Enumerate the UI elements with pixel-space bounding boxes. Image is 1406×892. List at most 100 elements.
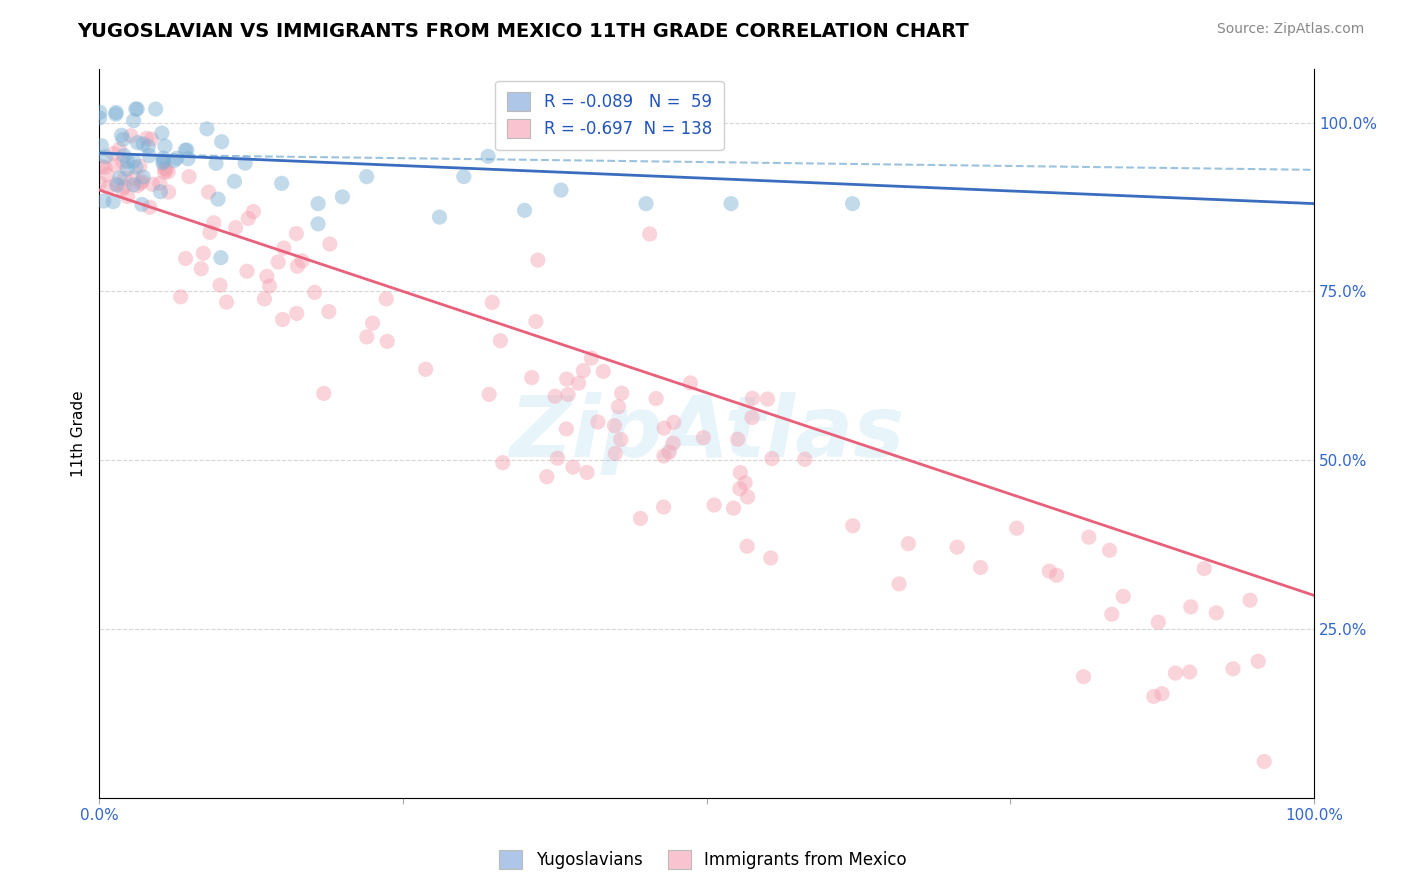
Point <box>108 170 131 185</box>
Y-axis label: 11th Grade: 11th Grade <box>72 390 86 476</box>
Point <box>115 161 138 176</box>
Point <box>152 151 174 165</box>
Point <box>735 539 758 553</box>
Point <box>703 498 725 512</box>
Point <box>111 182 134 196</box>
Text: Source: ZipAtlas.com: Source: ZipAtlas.com <box>1216 22 1364 37</box>
Point <box>208 278 231 293</box>
Point <box>1147 615 1170 629</box>
Point <box>131 174 153 188</box>
Point <box>652 449 675 463</box>
Point <box>415 362 437 376</box>
Point <box>1239 593 1261 607</box>
Point <box>429 210 451 224</box>
Point <box>91 160 114 174</box>
Point <box>97 180 120 194</box>
Point <box>489 334 512 348</box>
Point <box>356 330 378 344</box>
Point <box>149 185 172 199</box>
Point <box>163 153 186 168</box>
Point <box>225 220 247 235</box>
Point <box>105 177 128 191</box>
Point <box>111 155 134 169</box>
Point <box>536 469 558 483</box>
Point <box>127 136 149 150</box>
Point <box>157 165 180 179</box>
Point <box>658 445 681 459</box>
Point <box>211 135 233 149</box>
Point <box>149 177 172 191</box>
Point <box>1098 543 1121 558</box>
Legend: R = -0.089   N =  59, R = -0.697  N = 138: R = -0.089 N = 59, R = -0.697 N = 138 <box>495 80 724 150</box>
Point <box>104 107 127 121</box>
Point <box>93 194 115 208</box>
Point <box>645 392 668 406</box>
Point <box>224 174 246 188</box>
Point <box>727 432 749 446</box>
Point <box>96 168 118 182</box>
Point <box>195 121 218 136</box>
Point <box>267 255 290 269</box>
Point <box>174 143 197 157</box>
Point <box>1046 568 1069 582</box>
Point <box>638 227 661 241</box>
Point <box>793 452 815 467</box>
Point <box>153 165 176 179</box>
Point <box>112 148 135 162</box>
Point <box>1164 666 1187 681</box>
Point <box>1150 687 1173 701</box>
Point <box>271 312 294 326</box>
Point <box>141 132 163 146</box>
Point <box>155 162 177 177</box>
Point <box>307 196 329 211</box>
Point <box>285 306 308 320</box>
Point <box>662 436 685 450</box>
Point <box>256 269 278 284</box>
Point <box>131 197 153 211</box>
Point <box>557 387 579 401</box>
Point <box>520 370 543 384</box>
Point <box>122 178 145 192</box>
Point <box>319 237 342 252</box>
Point <box>287 259 309 273</box>
Point <box>105 178 128 193</box>
Point <box>233 156 256 170</box>
Point <box>285 227 308 241</box>
Point <box>1178 665 1201 679</box>
Point <box>138 148 160 162</box>
Point <box>89 105 111 120</box>
Point <box>572 364 595 378</box>
Point <box>1247 654 1270 668</box>
Point <box>759 551 782 566</box>
Point <box>610 386 633 401</box>
Point <box>205 156 228 170</box>
Point <box>728 482 751 496</box>
Point <box>197 185 219 199</box>
Point <box>756 392 779 406</box>
Point <box>887 577 910 591</box>
Point <box>737 490 759 504</box>
Point <box>1253 755 1275 769</box>
Point <box>152 156 174 170</box>
Point <box>1038 564 1060 578</box>
Point <box>567 376 589 391</box>
Point <box>117 154 139 169</box>
Point <box>527 253 550 268</box>
Point <box>145 102 167 116</box>
Point <box>544 389 567 403</box>
Point <box>215 295 238 310</box>
Point <box>114 170 136 185</box>
Point <box>259 279 281 293</box>
Point <box>174 252 197 266</box>
Point <box>547 451 569 466</box>
Point <box>555 372 578 386</box>
Point <box>103 194 125 209</box>
Point <box>741 392 763 406</box>
Point <box>841 196 863 211</box>
Point <box>730 466 752 480</box>
Point <box>157 185 180 199</box>
Point <box>453 169 475 184</box>
Point <box>307 217 329 231</box>
Point <box>361 316 384 330</box>
Point <box>112 180 135 194</box>
